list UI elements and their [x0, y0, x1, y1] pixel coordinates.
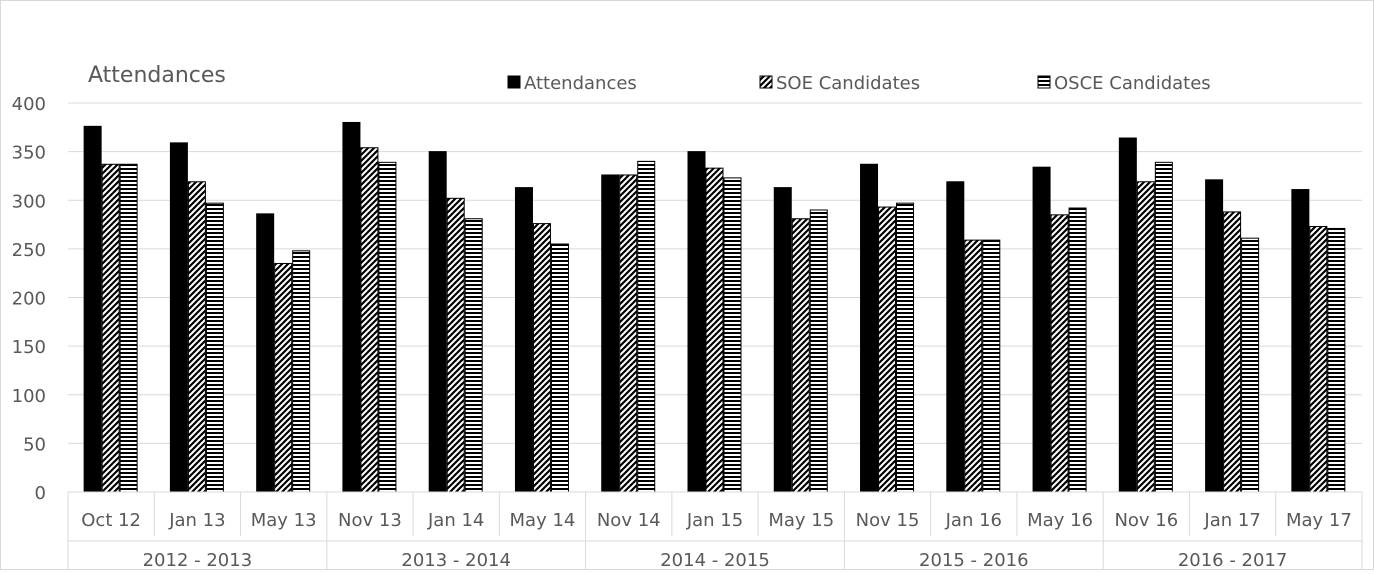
- bar-horizontal: [550, 243, 569, 493]
- x-tick-label: Jan 16: [945, 510, 1002, 531]
- bar-solid: [256, 213, 275, 493]
- bar-diagonal: [101, 163, 120, 493]
- y-tick-label: 100: [12, 386, 46, 407]
- x-tick-label: May 16: [1027, 510, 1093, 531]
- bar-diagonal: [1050, 214, 1069, 493]
- bar-diagonal: [360, 147, 379, 493]
- bar-solid: [169, 142, 188, 493]
- bar-horizontal: [723, 177, 742, 493]
- legend-label: OSCE Candidates: [1054, 73, 1211, 94]
- bar-diagonal: [446, 197, 465, 493]
- x-tick-label: Nov 14: [597, 510, 661, 531]
- x-tick-label: Oct 12: [81, 510, 141, 531]
- x-tick-label: Nov 15: [856, 510, 920, 531]
- x-tick-label: Nov 13: [338, 510, 402, 531]
- bar-solid: [601, 174, 620, 493]
- bar-horizontal: [809, 209, 828, 493]
- legend-swatch: [1037, 75, 1051, 89]
- x-tick-label: Jan 14: [427, 510, 484, 531]
- bar-horizontal: [119, 163, 138, 493]
- group-label: 2013 - 2014: [401, 550, 511, 570]
- bar-solid: [1291, 189, 1310, 493]
- legend-label: Attendances: [524, 73, 637, 94]
- x-tick-label: May 14: [510, 510, 576, 531]
- bar-horizontal: [1068, 207, 1087, 493]
- y-tick-label: 0: [35, 483, 46, 504]
- bar-diagonal: [187, 181, 206, 493]
- bar-solid: [514, 187, 533, 493]
- chart-title: Attendances: [88, 63, 226, 88]
- x-tick-label: Nov 16: [1114, 510, 1178, 531]
- bar-solid: [1205, 179, 1224, 493]
- bar-horizontal: [896, 202, 915, 493]
- bar-solid: [773, 187, 792, 493]
- bar-solid: [428, 151, 447, 493]
- bar-diagonal: [791, 218, 810, 493]
- y-tick-label: 150: [12, 337, 46, 358]
- legend-label: SOE Candidates: [776, 73, 920, 94]
- bar-diagonal: [1223, 211, 1242, 493]
- bar-solid: [860, 163, 879, 493]
- bar-horizontal: [1241, 237, 1260, 493]
- bar-solid: [1032, 166, 1051, 493]
- y-tick-label: 50: [23, 434, 46, 455]
- bar-horizontal: [637, 160, 656, 493]
- bar-diagonal: [532, 223, 551, 493]
- bar-diagonal: [274, 262, 293, 493]
- y-tick-label: 250: [12, 240, 46, 261]
- bar-solid: [342, 121, 361, 493]
- bar-solid: [1118, 137, 1137, 493]
- y-tick-label: 350: [12, 143, 46, 164]
- bar-diagonal: [705, 167, 724, 493]
- bar-solid: [83, 125, 102, 493]
- bar-diagonal: [1136, 181, 1155, 493]
- bar-horizontal: [205, 202, 224, 493]
- bar-diagonal: [1309, 226, 1328, 493]
- bar-solid: [687, 151, 706, 493]
- bar-solid: [946, 181, 965, 493]
- x-tick-label: May 13: [251, 510, 317, 531]
- x-tick-label: Jan 15: [686, 510, 743, 531]
- bar-horizontal: [378, 161, 397, 493]
- group-label: 2012 - 2013: [143, 550, 253, 570]
- x-tick-label: Jan 17: [1203, 510, 1260, 531]
- bar-diagonal: [964, 239, 983, 493]
- bar-horizontal: [292, 250, 311, 493]
- x-tick-label: Jan 13: [168, 510, 225, 531]
- group-label: 2014 - 2015: [660, 550, 770, 570]
- group-label: 2016 - 2017: [1178, 550, 1288, 570]
- x-tick-label: May 17: [1286, 510, 1352, 531]
- bar-horizontal: [1154, 161, 1173, 493]
- bar-horizontal: [464, 218, 483, 493]
- legend-swatch: [759, 75, 773, 89]
- bar-diagonal: [619, 174, 638, 493]
- group-label: 2015 - 2016: [919, 550, 1029, 570]
- x-tick-label: May 15: [768, 510, 834, 531]
- y-tick-label: 300: [12, 191, 46, 212]
- legend-swatch: [507, 75, 521, 89]
- bar-horizontal: [1327, 227, 1346, 493]
- bar-horizontal: [982, 239, 1001, 493]
- y-tick-label: 400: [12, 94, 46, 115]
- y-tick-label: 200: [12, 289, 46, 310]
- bar-diagonal: [878, 206, 897, 493]
